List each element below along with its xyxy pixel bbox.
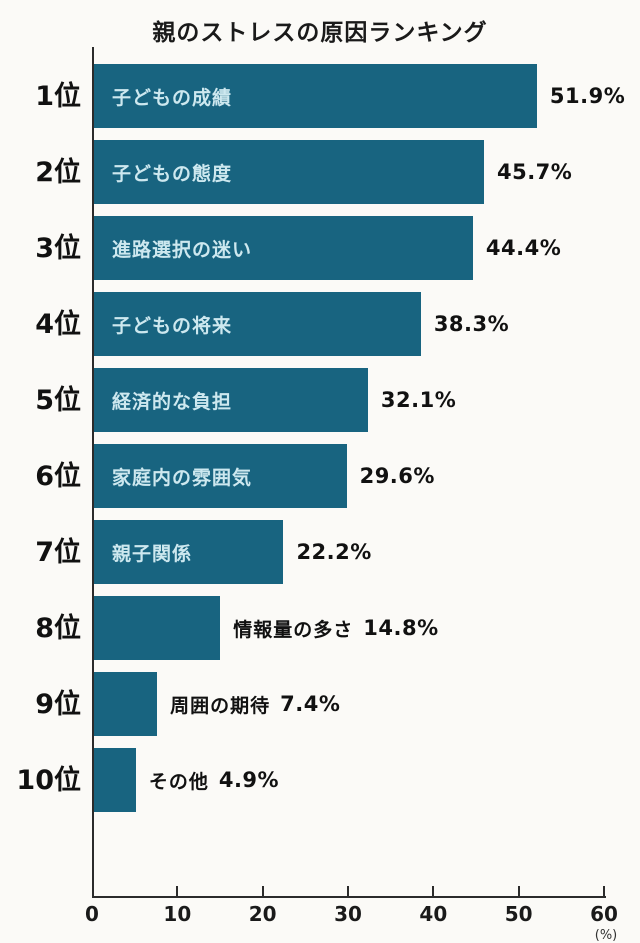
x-tick-mark xyxy=(176,886,179,897)
category-label: 進路選択の迷い xyxy=(112,238,253,261)
value-label-group: 32.1% xyxy=(381,388,456,412)
x-axis-unit-label: (%) xyxy=(594,928,618,943)
bar-chart: 1位 子どもの成績 51.9% 2位 子どもの態度 45.7% 3位 進路選択の迷い 44.4%… xyxy=(0,47,640,943)
x-tick-label: 40 xyxy=(419,902,448,926)
bar-cell: 経済的な負担 32.1% xyxy=(94,368,640,432)
rank-label: 2位 xyxy=(35,156,81,188)
value-label: 44.4% xyxy=(485,236,562,260)
x-tick-label: 10 xyxy=(163,902,192,926)
category-label: 周囲の期待 xyxy=(170,694,271,717)
bar: 経済的な負担 xyxy=(94,368,368,432)
chart-row: 7位 親子関係 22.2% xyxy=(0,520,640,584)
value-label: 38.3% xyxy=(433,312,510,336)
bar: 家庭内の雰囲気 xyxy=(94,444,347,508)
x-axis-line xyxy=(92,896,606,898)
bar-cell: 子どもの成績 51.9% xyxy=(94,64,640,128)
rank-label: 9位 xyxy=(35,688,81,720)
x-tick-mark xyxy=(432,886,435,897)
y-axis-line xyxy=(92,47,94,898)
bar-cell: 子どもの将来 38.3% xyxy=(94,292,640,356)
value-label: 14.8% xyxy=(363,616,439,640)
chart-row: 9位 周囲の期待 7.4% xyxy=(0,672,640,736)
value-label-group: 44.4% xyxy=(486,236,561,260)
rank-label: 7位 xyxy=(35,536,81,568)
x-tick-label: 50 xyxy=(504,902,533,926)
bar: 進路選択の迷い xyxy=(94,216,473,280)
rank-label: 6位 xyxy=(35,460,81,492)
chart-title: 親のストレスの原因ランキング xyxy=(152,20,488,46)
bar: 子どもの態度 xyxy=(94,140,484,204)
category-label: 子どもの成績 xyxy=(112,86,233,109)
value-label: 22.2% xyxy=(296,540,372,564)
bar xyxy=(94,748,136,812)
value-label-group: 周囲の期待 7.4% xyxy=(170,691,340,718)
bar-cell: 子どもの態度 45.7% xyxy=(94,140,640,204)
chart-rows: 1位 子どもの成績 51.9% 2位 子どもの態度 45.7% 3位 進路選択の迷い 44.4%… xyxy=(0,64,640,812)
category-label: 経済的な負担 xyxy=(112,390,233,413)
category-label: その他 xyxy=(148,770,209,793)
value-label-group: 22.2% xyxy=(296,540,371,564)
bar: 子どもの成績 xyxy=(94,64,537,128)
value-label: 45.7% xyxy=(496,160,573,184)
value-label: 51.9% xyxy=(549,84,626,108)
chart-row: 1位 子どもの成績 51.9% xyxy=(0,64,640,128)
x-tick-mark xyxy=(603,886,605,897)
chart-row: 5位 経済的な負担 32.1% xyxy=(0,368,640,432)
chart-page: { "page": { "background": "#fbfaf7" }, "… xyxy=(0,20,640,943)
value-label: 7.4% xyxy=(280,692,341,716)
rank-label: 5位 xyxy=(35,384,81,416)
category-label: 子どもの態度 xyxy=(112,162,233,185)
rank-label: 1位 xyxy=(35,80,81,112)
bar-cell: 家庭内の雰囲気 29.6% xyxy=(94,444,640,508)
chart-row: 2位 子どもの態度 45.7% xyxy=(0,140,640,204)
x-tick-mark xyxy=(261,886,264,897)
x-tick-label: 20 xyxy=(248,902,277,926)
value-label-group: 38.3% xyxy=(434,312,509,336)
category-label: 家庭内の雰囲気 xyxy=(112,466,253,489)
rank-label: 10位 xyxy=(16,764,81,796)
value-label-group: 51.9% xyxy=(550,84,625,108)
bar-cell: 情報量の多さ 14.8% xyxy=(94,596,640,660)
x-tick-label: 30 xyxy=(334,902,362,926)
value-label-group: 29.6% xyxy=(360,464,435,488)
category-label: 親子関係 xyxy=(112,542,193,565)
bar: 親子関係 xyxy=(94,520,284,584)
x-tick-mark xyxy=(347,886,349,897)
bar-cell: 進路選択の迷い 44.4% xyxy=(94,216,640,280)
value-label: 32.1% xyxy=(380,388,457,412)
category-label: 情報量の多さ xyxy=(233,618,354,641)
x-tick-mark xyxy=(517,886,520,897)
x-tick-label: 60 xyxy=(590,902,618,926)
chart-row: 8位 情報量の多さ 14.8% xyxy=(0,596,640,660)
x-tick-label: 0 xyxy=(85,902,99,926)
value-label: 29.6% xyxy=(359,464,435,488)
chart-row: 3位 進路選択の迷い 44.4% xyxy=(0,216,640,280)
chart-row: 4位 子どもの将来 38.3% xyxy=(0,292,640,356)
value-label-group: その他 4.9% xyxy=(149,767,279,794)
chart-row: 6位 家庭内の雰囲気 29.6% xyxy=(0,444,640,508)
bar xyxy=(94,596,221,660)
bar-cell: 周囲の期待 7.4% xyxy=(94,672,640,736)
value-label-group: 45.7% xyxy=(497,160,572,184)
bar: 子どもの将来 xyxy=(94,292,421,356)
category-label: 子どもの将来 xyxy=(112,314,233,337)
value-label: 4.9% xyxy=(218,768,280,792)
chart-row: 10位 その他 4.9% xyxy=(0,748,640,812)
value-label-group: 情報量の多さ 14.8% xyxy=(233,615,438,642)
bar xyxy=(94,672,158,736)
rank-label: 8位 xyxy=(35,612,81,644)
rank-label: 3位 xyxy=(35,232,81,264)
bar-cell: その他 4.9% xyxy=(94,748,640,812)
rank-label: 4位 xyxy=(35,308,81,340)
bar-cell: 親子関係 22.2% xyxy=(94,520,640,584)
